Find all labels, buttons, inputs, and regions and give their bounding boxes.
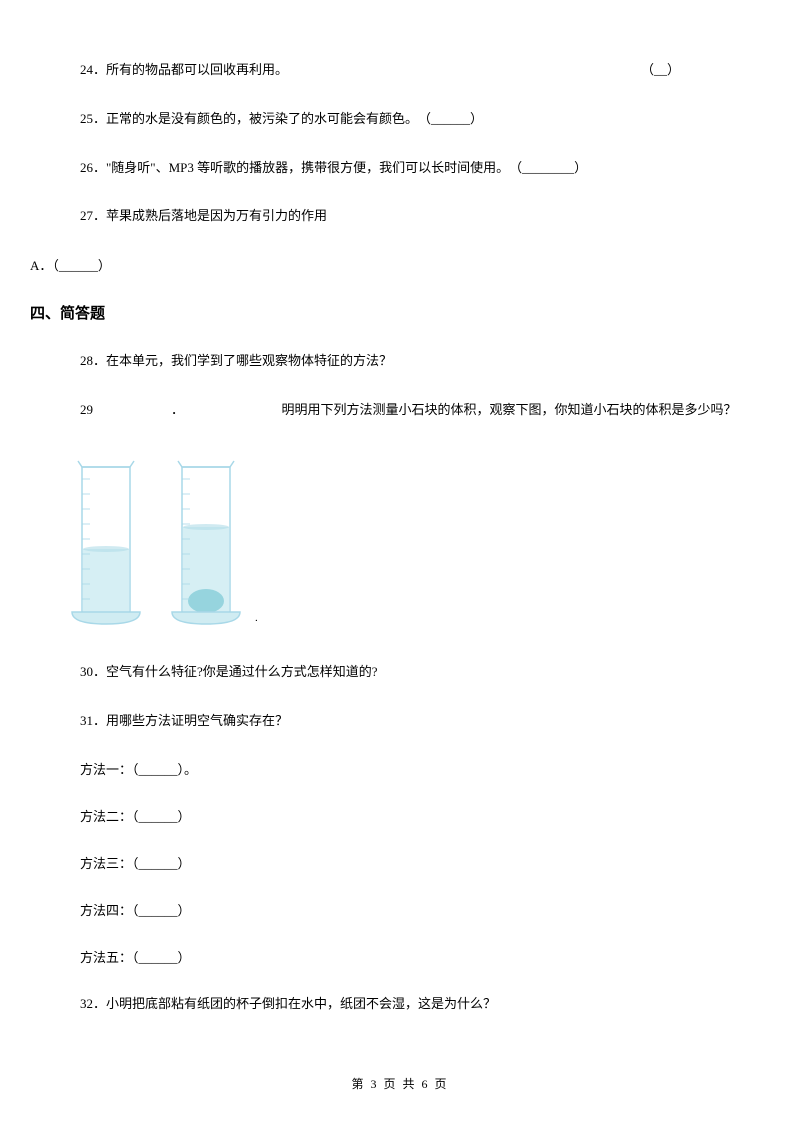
method-3: 方法三：（______） (30, 853, 770, 872)
cylinders-diagram: . (30, 449, 770, 634)
method-1: 方法一：（______）。 (30, 759, 770, 778)
question-25: 25．正常的水是没有颜色的，被污染了的水可能会有颜色。 （______） (30, 109, 770, 130)
question-27: 27．苹果成熟后落地是因为万有引力的作用 (30, 206, 770, 227)
method-5: 方法五：（______） (30, 947, 770, 966)
question-29: 29 ． 明明用下列方法测量小石块的体积，观察下图，你知道小石块的体积是多少吗？ (30, 400, 770, 421)
question-31: 31．用哪些方法证明空气确实存在？ (30, 711, 770, 732)
method-4: 方法四：（______） (30, 900, 770, 919)
question-28: 28．在本单元，我们学到了哪些观察物体特征的方法？ (30, 351, 770, 372)
question-27-option-a: A．（______） (30, 255, 770, 274)
page-content: 24．所有的物品都可以回收再利用。 （__） 25．正常的水是没有颜色的，被污染… (0, 0, 800, 1015)
svg-text:.: . (255, 612, 258, 624)
method-2: 方法二：（______） (30, 806, 770, 825)
question-26: 26．"随身听"、MP3 等听歌的播放器，携带很方便，我们可以长时间使用。 （_… (30, 158, 770, 179)
question-24-text: 24．所有的物品都可以回收再利用。 (80, 60, 288, 81)
question-24-paren: （__） (641, 60, 680, 81)
question-24: 24．所有的物品都可以回收再利用。 （__） (30, 60, 770, 81)
cylinder-svg: . (60, 449, 270, 629)
question-32: 32．小明把底部粘有纸团的杯子倒扣在水中，纸团不会湿，这是为什么？ (30, 994, 770, 1015)
question-30: 30．空气有什么特征?你是通过什么方式怎样知道的? (30, 662, 770, 683)
section-4-heading: 四、简答题 (30, 302, 770, 323)
cylinder-2 (172, 461, 240, 624)
cylinder-1 (72, 461, 140, 624)
page-footer: 第 3 页 共 6 页 (0, 1075, 800, 1092)
